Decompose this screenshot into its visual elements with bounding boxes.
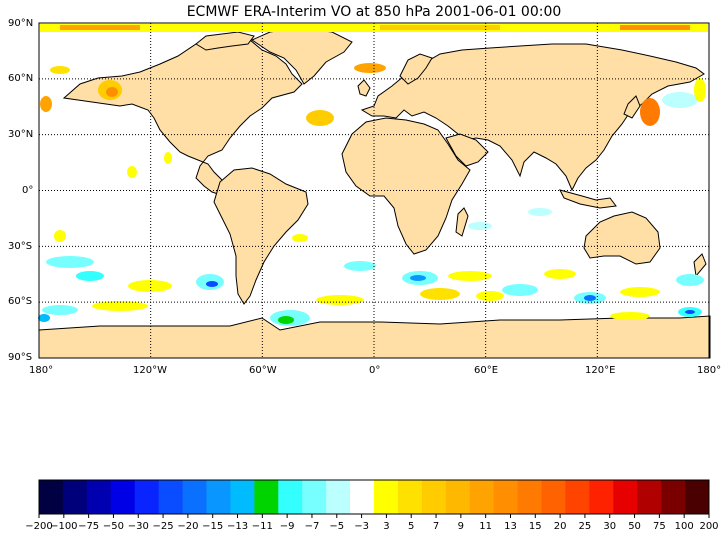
- colorbar-swatch: [350, 480, 375, 514]
- south-america: [213, 167, 309, 305]
- colorbar-tick-label: −25: [153, 521, 174, 532]
- lon-label-180e: 180°: [697, 365, 722, 376]
- colorbar-swatch: [182, 480, 207, 514]
- colorbar-frame: [38, 479, 710, 515]
- lon-label-60w: 60°W: [249, 365, 277, 376]
- colorbar-tick-label: −13: [227, 521, 248, 532]
- colorbar-swatch: [517, 480, 542, 514]
- colorbar-swatch: [613, 480, 638, 514]
- colorbar-ticks: −200−100 −75 −50 −30 −25 −20 −15 −13 −11 −9 −7 −5 −3…: [25, 514, 719, 532]
- colorbar-tick-label: −20: [177, 521, 198, 532]
- colorbar-swatch: [134, 480, 160, 514]
- lon-label-120e: 120°E: [585, 365, 616, 376]
- colorbar-swatch: [302, 480, 327, 514]
- lat-label-60s: 60°S: [8, 296, 33, 307]
- colorbar-swatch: [469, 480, 495, 514]
- colorbar-swatch: [39, 480, 64, 514]
- vorticity-contours: [38, 24, 708, 326]
- colorbar-tick-label: −15: [202, 521, 223, 532]
- colorbar-swatch: [86, 480, 112, 514]
- arctic-islands: [195, 31, 255, 51]
- colorbar-tick-label: −7: [305, 521, 320, 532]
- colorbar-tick-label: 11: [479, 521, 492, 532]
- colorbar-tick-label: 75: [653, 521, 666, 532]
- colorbar-swatch: [62, 480, 88, 514]
- colorbar-swatch: [541, 480, 566, 514]
- lon-label-0: 0°: [369, 365, 381, 376]
- colorbar-swatch: [254, 480, 279, 514]
- colorbar-swatch: [421, 480, 447, 514]
- colorbar-swatch: [397, 480, 423, 514]
- lat-label-90s: 90°S: [8, 352, 33, 363]
- lat-label-30s: 30°S: [8, 241, 33, 252]
- colorbar-swatch: [374, 480, 399, 514]
- colorbar-swatch: [230, 480, 255, 514]
- colorbar-tick-label: 50: [628, 521, 641, 532]
- lon-label-60e: 60°E: [474, 365, 499, 376]
- colorbar-tick-label: 13: [504, 521, 517, 532]
- map-frame: [38, 22, 710, 359]
- scandinavia: [399, 53, 433, 85]
- madagascar: [455, 207, 469, 237]
- lat-label-60n: 60°N: [8, 73, 34, 84]
- colorbar-tick-label: 100: [675, 521, 694, 532]
- colorbar-swatch: [565, 480, 590, 514]
- british-isles: [357, 79, 371, 97]
- colorbar-swatch: [493, 480, 519, 514]
- eurasia: [360, 43, 705, 192]
- colorbar-swatch: [278, 480, 303, 514]
- map-title: ECMWF ERA-Interim VO at 850 hPa 2001-06-…: [186, 4, 562, 20]
- colorbar-swatch: [637, 480, 662, 514]
- colorbar-tick-label: −200: [25, 521, 52, 532]
- colorbar-swatch: [445, 480, 471, 514]
- colorbar-tick-label: 200: [699, 521, 718, 532]
- colorbar-tick-label: −75: [78, 521, 99, 532]
- colorbar-tick-label: 5: [408, 521, 414, 532]
- colorbar-tick-label: −5: [329, 521, 344, 532]
- lon-label-180w: 180°: [29, 365, 54, 376]
- colorbar-tick-label: −9: [280, 521, 295, 532]
- antarctica: [38, 315, 711, 359]
- lat-label-30n: 30°N: [8, 129, 34, 140]
- colorbar-tick-label: 25: [579, 521, 592, 532]
- colorbar-tick-label: −30: [128, 521, 149, 532]
- colorbar-tick-label: −100: [50, 521, 77, 532]
- colorbar-tick-label: 30: [603, 521, 616, 532]
- new-zealand: [693, 253, 707, 278]
- colorbar-swatch: [206, 480, 231, 514]
- lat-label-90n: 90°N: [8, 18, 34, 29]
- colorbar-tick-label: 3: [383, 521, 389, 532]
- colorbar-tick-label: 7: [433, 521, 439, 532]
- japan: [623, 95, 641, 119]
- lat-label-0: 0°: [22, 185, 34, 196]
- colorbar-tick-label: −3: [354, 521, 369, 532]
- colorbar-tick-label: 15: [529, 521, 542, 532]
- australia: [583, 211, 661, 265]
- lon-label-120w: 120°W: [133, 365, 167, 376]
- colorbar-swatch: [685, 480, 710, 514]
- graticule: [39, 23, 709, 358]
- colorbar-tick-label: −11: [252, 521, 273, 532]
- colorbar-swatch: [158, 480, 184, 514]
- colorbar-swatch: [110, 480, 136, 514]
- colorbar-swatch: [589, 480, 614, 514]
- colorbar-swatch: [326, 480, 351, 514]
- colorbar-tick-label: 20: [554, 521, 567, 532]
- colorbar-tick-label: 9: [458, 521, 464, 532]
- colorbar-swatches: [39, 480, 710, 514]
- colorbar-tick-label: −50: [103, 521, 124, 532]
- colorbar-swatch: [661, 480, 686, 514]
- indonesia: [559, 189, 617, 209]
